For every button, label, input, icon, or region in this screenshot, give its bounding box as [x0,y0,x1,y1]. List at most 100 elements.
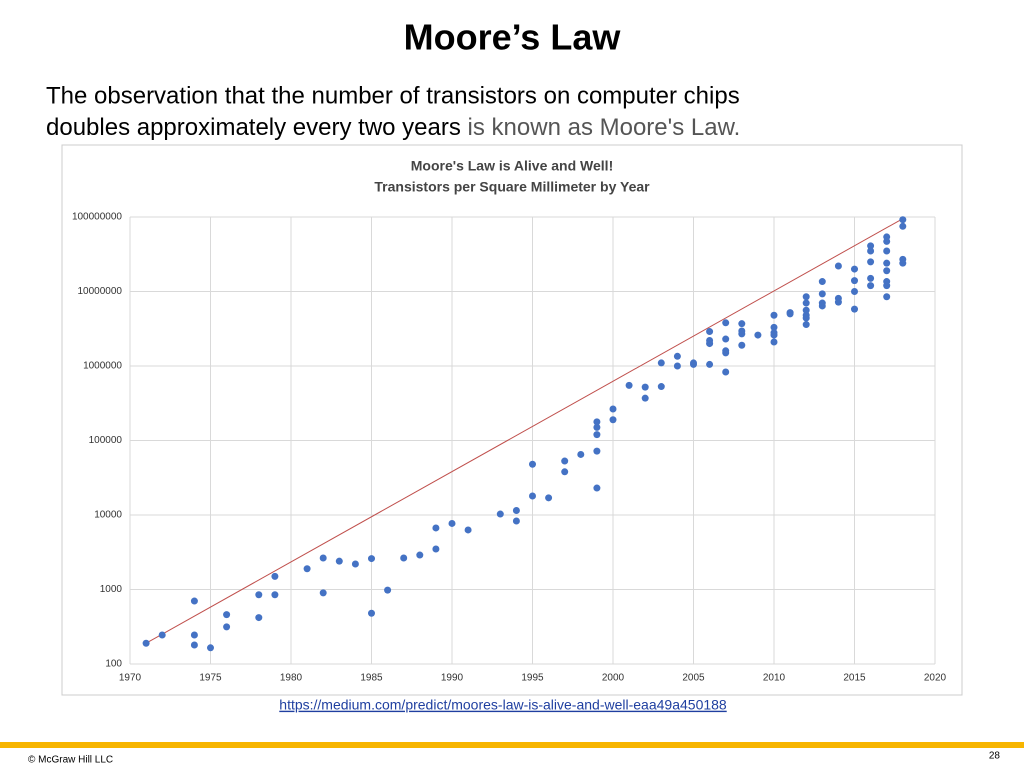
data-point [271,572,279,580]
data-point [899,222,907,230]
data-point [335,557,343,565]
footer-bar [0,742,1024,748]
data-point [818,278,826,286]
chart-subtitle: Transistors per Square Millimeter by Yea… [374,179,650,195]
data-point [706,360,714,368]
data-point [255,614,263,622]
data-point [883,267,891,275]
data-point [207,644,214,652]
data-point [657,359,665,367]
source-link[interactable]: https://medium.com/predict/moores-law-is… [279,697,727,713]
data-point [255,591,263,599]
data-point [802,314,810,322]
data-point [722,335,730,343]
data-point [851,277,858,285]
data-point [223,623,231,631]
data-point [802,321,810,329]
data-point [593,423,601,431]
data-point [883,282,891,290]
x-tick-label: 2010 [763,673,786,684]
x-tick-label: 1990 [441,673,464,684]
data-point [738,341,746,349]
chart-title: Moore's Law is Alive and Well! [411,158,614,174]
y-tick-label: 1000000 [83,361,122,372]
footer-text: © McGraw Hill LLC [28,755,113,766]
x-tick-label: 1975 [199,673,222,684]
slide-title: Moore’s Law [404,17,622,58]
data-point [722,319,730,327]
data-point [770,311,778,319]
chart-frame [61,144,963,696]
data-point [706,340,714,348]
data-point [867,282,875,290]
data-point [319,554,327,562]
data-point [625,381,633,389]
data-point [673,352,681,360]
data-point [802,306,810,314]
data-point [158,631,166,639]
body-text: The observation that the number of trans… [46,82,740,109]
data-point [786,310,794,318]
x-tick-label: 1970 [119,673,142,684]
data-point [609,416,617,424]
data-point [319,589,327,597]
data-point [867,247,875,255]
y-tick-label: 10000000 [78,286,123,297]
trend-line [145,218,904,644]
x-tick-label: 2005 [682,673,705,684]
data-point [448,519,456,527]
data-point [545,494,553,502]
x-tick-label: 2020 [924,673,947,684]
data-point [883,237,891,245]
y-tick-label: 1000 [100,584,123,595]
data-point [464,526,472,534]
data-point [512,506,520,514]
body-text: doubles approximately every two years is… [46,114,740,141]
data-point [802,299,810,307]
data-point [738,320,746,328]
data-point [641,394,649,402]
data-point [368,609,375,617]
data-point [593,447,601,455]
body-text: is known as Moore's Law. [468,114,741,141]
page-number: 28 [989,751,1001,762]
data-point [593,418,601,426]
data-point [883,259,891,267]
data-point [432,545,440,553]
x-tick-label: 1980 [280,673,303,684]
y-tick-label: 100000000 [72,212,122,223]
data-point [190,641,198,649]
data-point [802,293,810,301]
data-point [351,560,359,568]
data-point [223,611,231,619]
data-point [722,368,730,376]
data-point [690,360,697,368]
data-point [416,551,424,559]
data-point [883,247,891,255]
y-tick-label: 100 [105,659,122,670]
data-point [432,524,440,532]
data-point [738,330,746,338]
data-point [834,298,842,306]
data-point [593,484,601,492]
y-tick-label: 10000 [94,510,122,521]
data-point [673,362,681,370]
data-point [609,405,617,413]
data-point [867,258,875,266]
data-point [834,262,842,270]
data-point [190,597,198,605]
data-point [867,242,875,250]
y-tick-label: 100000 [89,435,123,446]
data-point [529,460,536,468]
data-point [818,290,826,298]
data-point [867,274,875,282]
data-point [529,492,536,500]
data-point [593,431,601,439]
x-tick-label: 1995 [521,673,544,684]
data-point [641,383,649,391]
x-tick-label: 2015 [843,673,866,684]
data-point [851,305,858,313]
x-tick-label: 2000 [602,673,625,684]
data-point [770,323,778,331]
